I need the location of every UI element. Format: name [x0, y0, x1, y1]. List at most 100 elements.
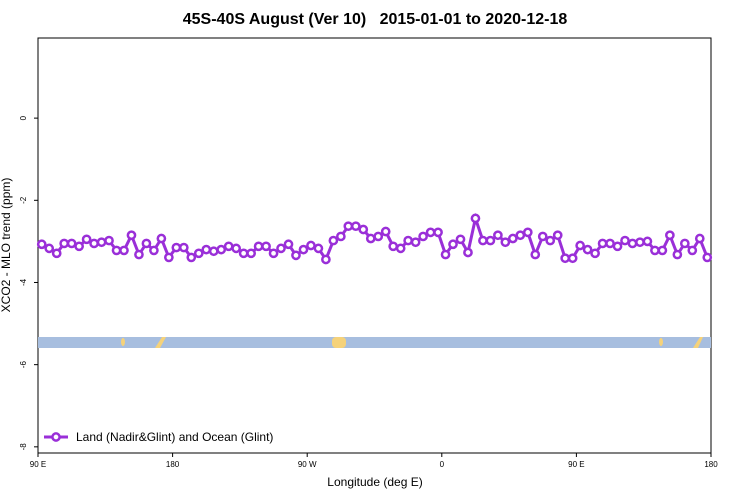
- y-tick-label: -6: [19, 361, 28, 369]
- data-point: [627, 238, 638, 249]
- data-point: [433, 227, 443, 238]
- data-point: [149, 245, 159, 256]
- data-point: [440, 249, 451, 260]
- chart-title: 45S-40S August (Ver 10) 2015-01-01 to 20…: [183, 11, 568, 28]
- data-point: [567, 253, 578, 264]
- data-point: [201, 244, 212, 255]
- data-point: [306, 240, 316, 251]
- data-point: [126, 230, 137, 241]
- data-point: [298, 244, 309, 255]
- data-point: [470, 213, 481, 224]
- data-point: [642, 236, 653, 247]
- data-point: [365, 233, 376, 244]
- data-point: [291, 250, 301, 261]
- data-point: [141, 238, 152, 249]
- data-point: [650, 245, 660, 256]
- legend-marker: [51, 432, 61, 442]
- data-point: [545, 235, 556, 246]
- data-point: [418, 231, 428, 242]
- data-point: [657, 245, 668, 256]
- data-point: [186, 252, 197, 263]
- data-point: [500, 237, 511, 248]
- x-tick-label: 180: [166, 460, 180, 469]
- data-point: [694, 233, 705, 244]
- data-point: [44, 243, 55, 254]
- legend-label: Land (Nadir&Glint) and Ocean (Glint): [76, 430, 273, 444]
- data-point: [665, 230, 675, 241]
- data-point: [605, 238, 615, 249]
- data-point: [702, 252, 713, 263]
- data-point: [635, 237, 645, 248]
- data-point: [156, 233, 167, 244]
- data-point: [89, 238, 99, 249]
- data-point: [679, 238, 690, 249]
- x-tick-label: 90 E: [568, 460, 584, 469]
- data-point: [223, 241, 234, 252]
- data-point: [522, 227, 533, 238]
- data-point: [373, 231, 384, 242]
- data-point: [590, 248, 600, 259]
- data-point: [380, 226, 391, 237]
- data-point: [283, 239, 294, 250]
- x-tick-label: 90 E: [30, 460, 46, 469]
- data-point: [81, 234, 92, 245]
- data-point: [672, 249, 683, 260]
- data-point: [455, 234, 466, 245]
- data-point: [74, 241, 84, 252]
- data-point: [276, 243, 286, 254]
- data-point: [350, 221, 361, 232]
- y-tick-label: -2: [19, 196, 28, 204]
- data-point: [36, 239, 47, 250]
- data-point: [268, 248, 279, 259]
- data-point: [582, 244, 593, 255]
- data-point: [216, 244, 227, 255]
- land-ocean-band: [38, 337, 711, 348]
- data-point: [238, 248, 249, 259]
- data-point: [485, 235, 496, 246]
- data-point: [612, 241, 623, 252]
- y-tick-label: 0: [19, 115, 28, 120]
- y-axis-label: XCO2 - MLO trend (ppm): [0, 178, 13, 313]
- data-point: [507, 233, 518, 244]
- data-point: [537, 231, 548, 242]
- data-point: [328, 235, 339, 246]
- data-point: [388, 241, 399, 252]
- data-point: [96, 237, 107, 248]
- data-point: [493, 230, 503, 241]
- data-point: [313, 243, 324, 254]
- data-point: [59, 238, 70, 249]
- data-point: [336, 231, 346, 242]
- land-patch: [693, 337, 703, 348]
- data-point: [515, 230, 526, 241]
- data-point: [178, 242, 189, 253]
- data-point: [620, 235, 630, 246]
- data-point: [119, 245, 129, 256]
- data-point: [560, 253, 571, 264]
- y-tick-label: -4: [19, 278, 28, 286]
- x-tick-label: 90 W: [298, 460, 317, 469]
- data-point: [687, 245, 698, 256]
- data-point: [321, 254, 331, 265]
- data-point: [66, 238, 77, 249]
- x-tick-label: 0: [440, 460, 445, 469]
- data-point: [410, 237, 421, 248]
- x-tick-label: 180: [704, 460, 718, 469]
- data-point: [575, 240, 585, 251]
- land-patch: [659, 338, 663, 346]
- data-point: [208, 246, 219, 257]
- data-point: [231, 243, 242, 254]
- data-point: [395, 243, 406, 254]
- data-point: [448, 239, 458, 250]
- x-axis-label: Longitude (deg E): [327, 475, 422, 489]
- data-point: [246, 248, 256, 259]
- land-patch: [332, 337, 346, 348]
- land-patch: [155, 337, 166, 348]
- data-point: [164, 252, 174, 263]
- data-point: [253, 241, 264, 252]
- data-point: [134, 249, 144, 260]
- y-tick-label: -8: [19, 443, 28, 451]
- data-point: [104, 235, 114, 246]
- data-point: [463, 247, 473, 258]
- data-point: [597, 238, 608, 249]
